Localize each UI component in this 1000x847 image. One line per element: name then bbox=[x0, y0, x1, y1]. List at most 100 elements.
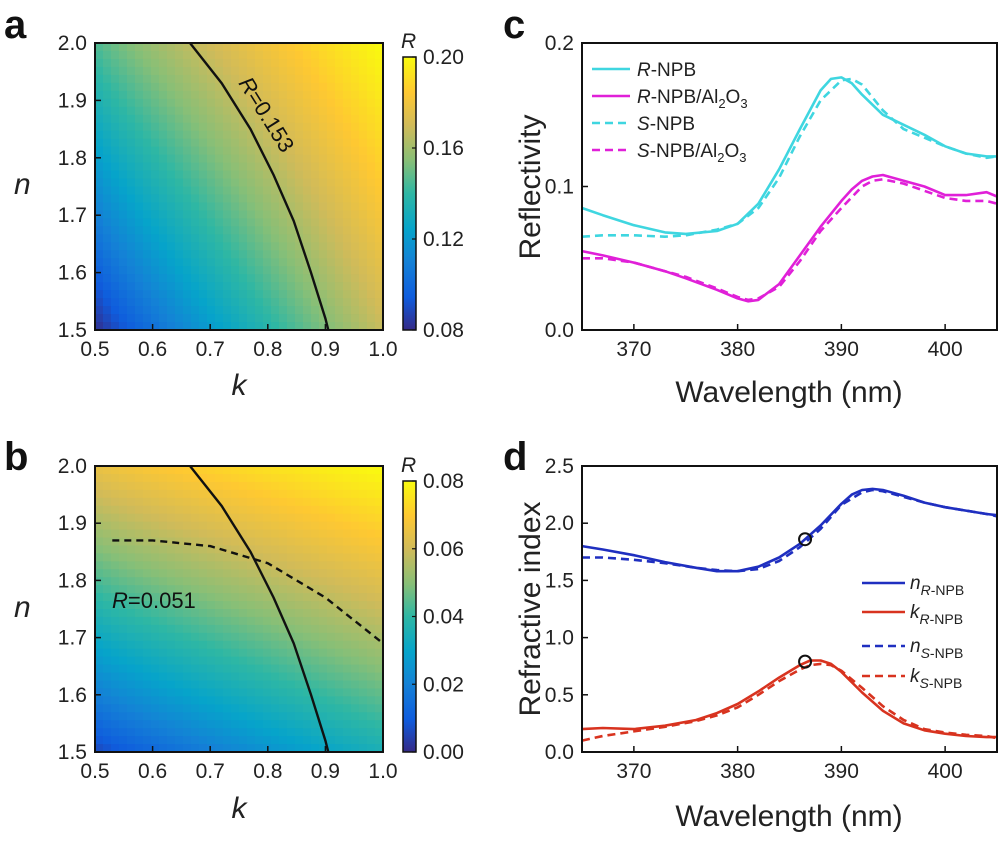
heatmap-cell bbox=[103, 656, 112, 666]
heatmap-cell bbox=[95, 616, 104, 626]
heatmap-cell bbox=[119, 130, 128, 140]
heatmap-cell bbox=[255, 616, 264, 626]
heatmap-cell bbox=[127, 616, 136, 626]
heatmap-cell bbox=[279, 298, 288, 307]
heatmap-cell bbox=[167, 513, 176, 523]
heatmap-cell bbox=[223, 322, 232, 331]
heatmap-cell bbox=[199, 688, 208, 697]
heatmap-cell bbox=[175, 90, 184, 100]
heatmap-cell bbox=[175, 114, 184, 124]
heatmap-cell bbox=[327, 680, 336, 690]
heatmap-cell bbox=[231, 553, 240, 562]
heatmap-cell bbox=[279, 98, 288, 108]
heatmap-cell bbox=[167, 609, 176, 618]
heatmap-cell bbox=[151, 74, 160, 84]
heatmap-cell bbox=[127, 466, 136, 475]
heatmap-cell bbox=[263, 274, 272, 283]
heatmap-cell bbox=[119, 553, 128, 562]
heatmap-cell bbox=[175, 616, 184, 626]
heatmap-cell bbox=[183, 282, 192, 291]
heatmap-cell bbox=[255, 43, 264, 52]
heatmap-cell bbox=[175, 258, 184, 267]
heatmap-cell bbox=[183, 497, 192, 507]
heatmap-cell bbox=[319, 226, 328, 235]
colorbar-tick-label: 0.08 bbox=[423, 319, 464, 342]
heatmap-cell bbox=[207, 616, 216, 626]
heatmap-cell bbox=[135, 194, 144, 204]
heatmap-cell bbox=[183, 306, 192, 315]
heatmap-cell bbox=[231, 616, 240, 626]
heatmap-cell bbox=[239, 58, 248, 68]
heatmap-cell bbox=[207, 601, 216, 610]
heatmap-cell bbox=[263, 50, 272, 60]
heatmap-cell bbox=[351, 242, 360, 251]
heatmap-cell bbox=[303, 656, 312, 666]
heatmap-cell bbox=[215, 609, 224, 618]
heatmap-cell bbox=[199, 632, 208, 642]
heatmap-cell bbox=[183, 58, 192, 68]
heatmap-cell bbox=[103, 481, 112, 491]
heatmap-cell bbox=[319, 122, 328, 132]
heatmap-cell bbox=[327, 648, 336, 658]
heatmap-cell bbox=[351, 82, 360, 92]
heatmap-cell bbox=[167, 680, 176, 690]
heatmap-cell bbox=[367, 130, 376, 140]
heatmap-cell bbox=[207, 138, 216, 148]
heatmap-cell bbox=[215, 306, 224, 315]
heatmap-cell bbox=[95, 258, 104, 267]
heatmap-cell bbox=[175, 122, 184, 132]
heatmap-cell bbox=[143, 624, 152, 634]
heatmap-cell bbox=[95, 66, 104, 76]
heatmap-cell bbox=[343, 218, 352, 227]
heatmap-cell bbox=[255, 218, 264, 227]
legend-entry: kR-NPB bbox=[910, 602, 963, 627]
heatmap-cell bbox=[263, 696, 272, 705]
heatmap-cell bbox=[151, 585, 160, 594]
heatmap-cell bbox=[223, 712, 232, 721]
heatmap-cell bbox=[135, 162, 144, 172]
heatmap-cell bbox=[287, 306, 296, 315]
heatmap-cell bbox=[207, 266, 216, 275]
heatmap-cell bbox=[263, 720, 272, 729]
heatmap-cell bbox=[151, 569, 160, 578]
heatmap-cell bbox=[127, 290, 136, 299]
heatmap-cell bbox=[215, 728, 224, 737]
heatmap-cell bbox=[95, 178, 104, 188]
heatmap-cell bbox=[119, 290, 128, 299]
y-ticks-d: 0.00.51.01.52.02.5 bbox=[545, 455, 588, 764]
heatmap-cell bbox=[303, 624, 312, 634]
heatmap-cell bbox=[303, 130, 312, 140]
heatmap-cell bbox=[311, 561, 320, 570]
heatmap-cell bbox=[375, 577, 384, 586]
heatmap-cell bbox=[351, 218, 360, 227]
heatmap-cell bbox=[199, 593, 208, 602]
heatmap-cell bbox=[167, 66, 176, 76]
heatmap-cell bbox=[191, 138, 200, 148]
heatmap-cell bbox=[311, 106, 320, 116]
heatmap-cell bbox=[111, 170, 120, 180]
heatmap-cell bbox=[183, 170, 192, 180]
heatmap-cell bbox=[247, 178, 256, 188]
heatmap-cell bbox=[375, 258, 384, 267]
heatmap-cell bbox=[367, 601, 376, 610]
heatmap-cell bbox=[175, 656, 184, 666]
heatmap-cell bbox=[247, 577, 256, 586]
heatmap-cell bbox=[359, 114, 368, 124]
heatmap-cell bbox=[375, 680, 384, 690]
heatmap-cell bbox=[319, 290, 328, 299]
heatmap-cell bbox=[295, 138, 304, 148]
heatmap-cell bbox=[351, 609, 360, 618]
heatmap-cell bbox=[223, 720, 232, 729]
heatmap-cell bbox=[359, 736, 368, 745]
heatmap-cell bbox=[247, 656, 256, 666]
heatmap-cell bbox=[135, 569, 144, 578]
heatmap-cell bbox=[247, 290, 256, 299]
heatmap-cell bbox=[263, 632, 272, 642]
heatmap-cell bbox=[127, 146, 136, 156]
heatmap-cell bbox=[111, 521, 120, 531]
heatmap-cell bbox=[239, 290, 248, 299]
heatmap-cell bbox=[327, 704, 336, 713]
heatmap-cell bbox=[183, 122, 192, 132]
heatmap-cell bbox=[183, 298, 192, 307]
heatmap-cell bbox=[295, 680, 304, 690]
